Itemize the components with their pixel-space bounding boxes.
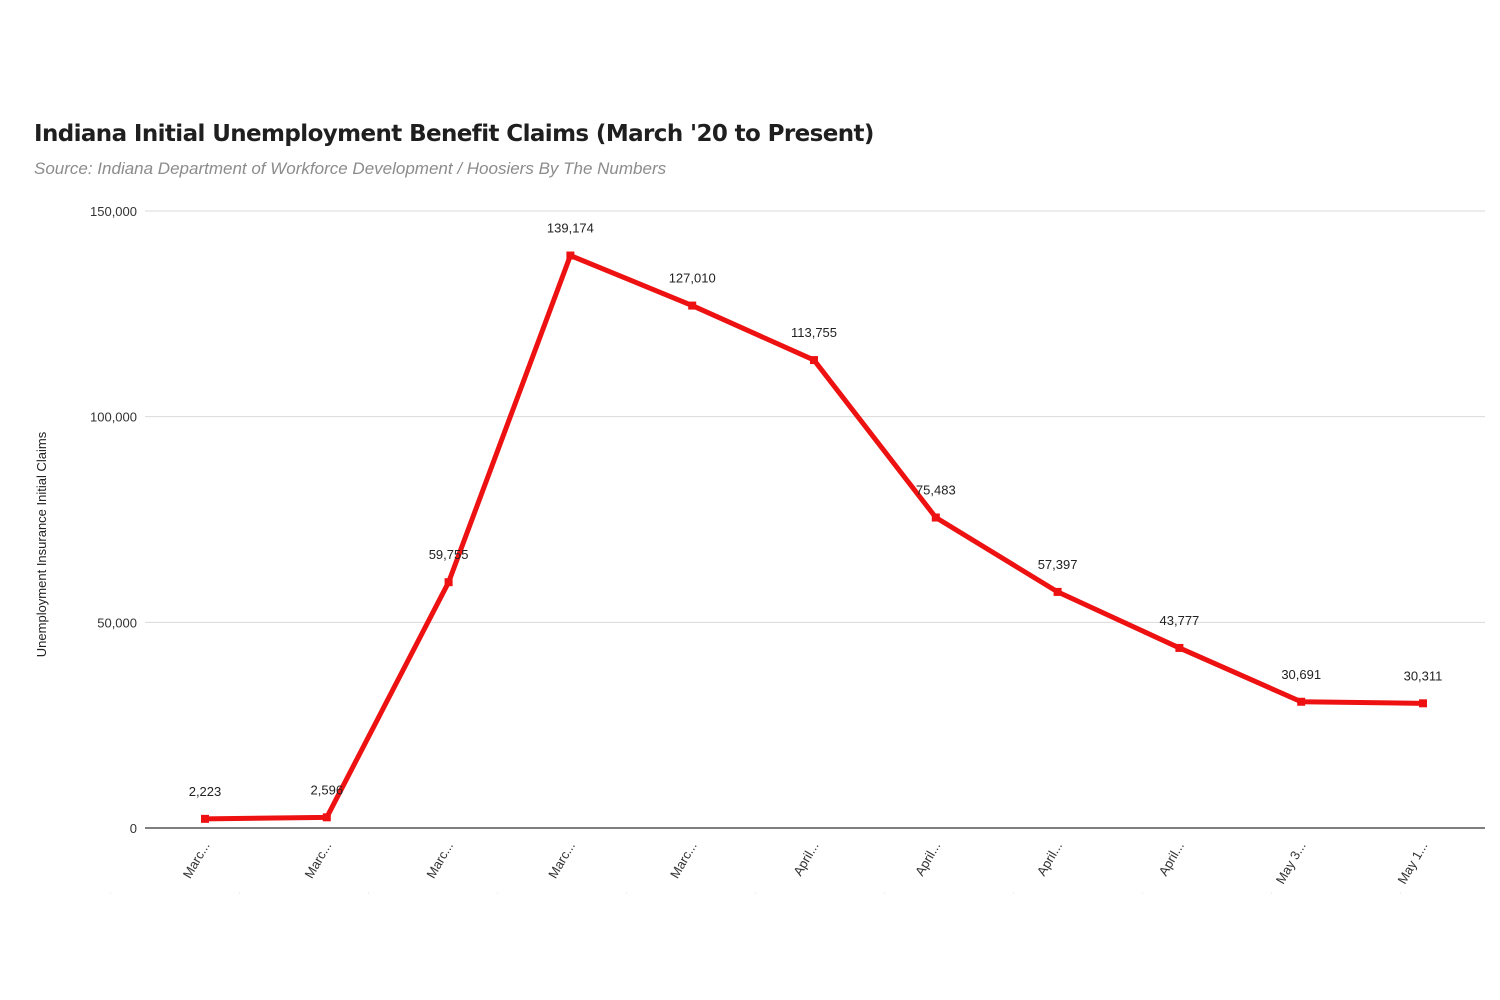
data-label: 139,174 [547,221,594,236]
x-tick-label: Marc... [545,839,578,881]
x-tick-label: May 1... [1394,839,1430,887]
chart-title: Indiana Initial Unemployment Benefit Cla… [34,121,874,147]
y-tick-label: 50,000 [97,615,137,630]
data-point [201,814,209,823]
data-label: 59,755 [429,547,469,562]
x-tick-label: April... [1034,839,1065,878]
data-point [688,301,697,310]
data-label: 2,596 [311,782,344,797]
data-label: 127,010 [669,271,716,286]
x-tick-label: Marc... [302,839,335,881]
data-point [931,513,940,522]
x-tick-label: Marc... [180,839,213,881]
x-tick-label: April... [790,839,821,878]
chart-subtitle: Source: Indiana Department of Workforce … [34,159,667,178]
data-point [322,813,331,822]
y-tick-label: 100,000 [90,410,137,425]
data-point [1053,587,1062,596]
data-point [566,251,575,260]
data-label: 2,223 [189,784,222,799]
data-label: 57,397 [1038,557,1078,572]
data-point [1419,699,1427,708]
data-point [444,578,453,587]
x-tick-label: April... [1156,839,1187,878]
data-label: 75,483 [916,483,956,498]
data-label: 43,777 [1160,613,1200,628]
y-axis-title: Unemployment Insurance Initial Claims [34,431,49,657]
data-point [1175,643,1184,652]
x-tick-label: Marc... [667,839,700,881]
data-point [810,356,818,365]
y-tick-label: 0 [130,821,137,836]
data-label: 113,755 [791,325,837,340]
data-label: 30,691 [1281,667,1321,682]
data-label: 30,311 [1404,668,1443,683]
x-tick-label: Marc... [423,839,456,881]
y-tick-label: 150,000 [90,204,137,219]
x-tick-label: April... [912,839,943,878]
data-point [1297,697,1306,706]
x-tick-label: May 3... [1273,839,1309,887]
